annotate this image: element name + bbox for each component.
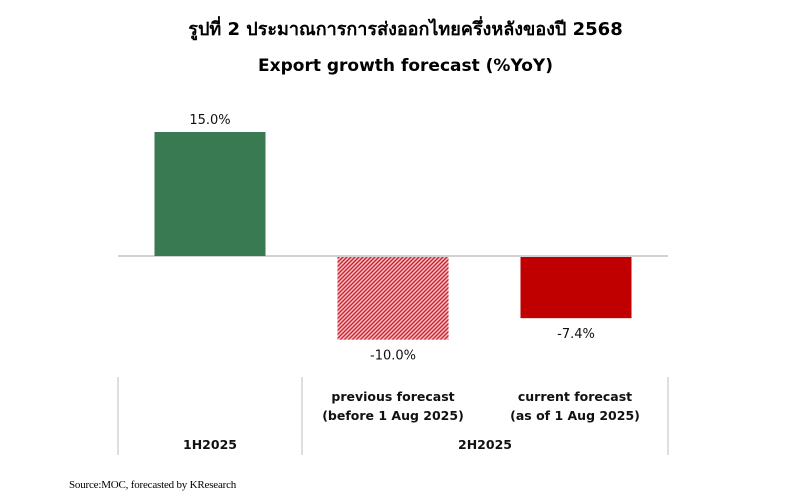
group-label-2h2025: 2H2025 bbox=[458, 437, 512, 452]
data-label-current-forecast: -7.4% bbox=[557, 327, 595, 342]
bar-1h2025 bbox=[154, 132, 266, 256]
category-label-previous-line1: previous forecast bbox=[331, 389, 454, 404]
source-note: Source:MOC, forecasted by KResearch bbox=[69, 479, 237, 491]
figure-title: รูปที่ 2 ประมาณการการส่งออกไทยครึ่งหลังข… bbox=[188, 19, 623, 40]
bar-current-forecast bbox=[520, 257, 632, 319]
category-label-current-line1: current forecast bbox=[518, 389, 632, 404]
chart-title: Export growth forecast (%YoY) bbox=[258, 56, 553, 76]
data-label-previous-forecast: -10.0% bbox=[370, 349, 416, 364]
category-label-previous-line2: (before 1 Aug 2025) bbox=[322, 408, 464, 423]
bar-previous-forecast bbox=[337, 257, 449, 340]
data-label-1h2025: 15.0% bbox=[189, 113, 230, 128]
category-label-current-line2: (as of 1 Aug 2025) bbox=[510, 408, 640, 423]
group-label-1h2025: 1H2025 bbox=[183, 437, 237, 452]
